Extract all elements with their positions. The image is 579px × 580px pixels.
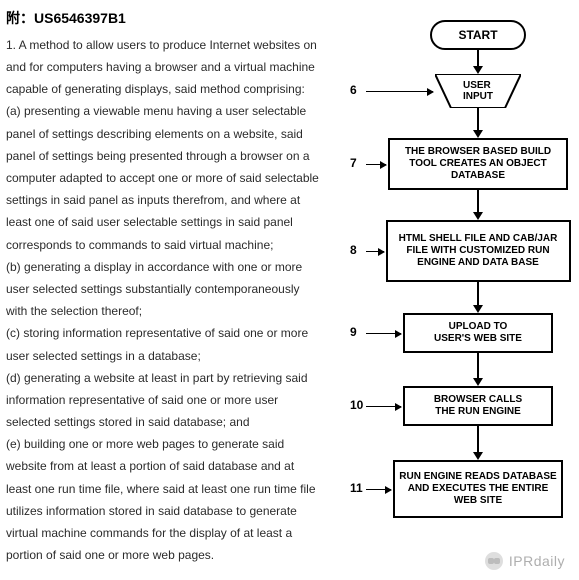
page-root: 附：US6546397B1 1. A method to allow users… xyxy=(0,0,579,580)
claim-text: 1. A method to allow users to produce In… xyxy=(6,34,322,567)
step-number: 6 xyxy=(350,83,357,97)
arrow-head xyxy=(473,130,483,138)
leader-line xyxy=(366,164,386,165)
flow-arrow xyxy=(477,190,479,213)
flow-arrow xyxy=(477,108,479,131)
arrow-head xyxy=(473,452,483,460)
flow-arrow xyxy=(477,50,479,67)
node-start: START xyxy=(430,20,526,50)
flowchart: START USERINPUT 6 THE BROWSER BASED BUILD T… xyxy=(332,8,572,548)
arrow-head xyxy=(473,305,483,313)
patent-header: 附：US6546397B1 xyxy=(6,6,322,32)
leader-line xyxy=(366,489,391,490)
leader-line xyxy=(366,333,401,334)
claim-b: (b) generating a display in accordance w… xyxy=(6,256,322,323)
leader-line xyxy=(366,91,433,92)
flow-arrow xyxy=(477,426,479,453)
node-n9: UPLOAD TOUSER'S WEB SITE xyxy=(403,313,553,353)
arrow-head xyxy=(473,66,483,74)
wechat-icon xyxy=(485,552,503,570)
claim-d: (d) generating a website at least in par… xyxy=(6,367,322,434)
claim-intro: 1. A method to allow users to produce In… xyxy=(6,34,322,101)
claim-column: 附：US6546397B1 1. A method to allow users… xyxy=(0,0,330,580)
node-n8: HTML SHELL FILE AND CAB/JAR FILE WITH CU… xyxy=(386,220,571,282)
leader-line xyxy=(366,406,401,407)
arrow-head xyxy=(473,212,483,220)
claim-a: (a) presenting a viewable menu having a … xyxy=(6,100,322,255)
flow-arrow xyxy=(477,353,479,379)
step-number: 7 xyxy=(350,156,357,170)
watermark-text: IPRdaily xyxy=(509,553,565,569)
step-number: 8 xyxy=(350,243,357,257)
arrow-head xyxy=(473,378,483,386)
node-n10: BROWSER CALLSTHE RUN ENGINE xyxy=(403,386,553,426)
step-number: 11 xyxy=(350,481,363,495)
leader-line xyxy=(366,251,384,252)
claim-e: (e) building one or more web pages to ge… xyxy=(6,433,322,566)
flow-arrow xyxy=(477,282,479,306)
node-user-input: USERINPUT xyxy=(435,74,521,108)
watermark: IPRdaily xyxy=(485,552,565,570)
flowchart-column: START USERINPUT 6 THE BROWSER BASED BUILD T… xyxy=(330,0,579,580)
claim-c: (c) storing information representative o… xyxy=(6,322,322,366)
node-n7: THE BROWSER BASED BUILD TOOL CREATES AN … xyxy=(388,138,568,190)
step-number: 9 xyxy=(350,325,357,339)
step-number: 10 xyxy=(350,398,363,412)
node-n11: RUN ENGINE READS DATABASE AND EXECUTES T… xyxy=(393,460,563,518)
